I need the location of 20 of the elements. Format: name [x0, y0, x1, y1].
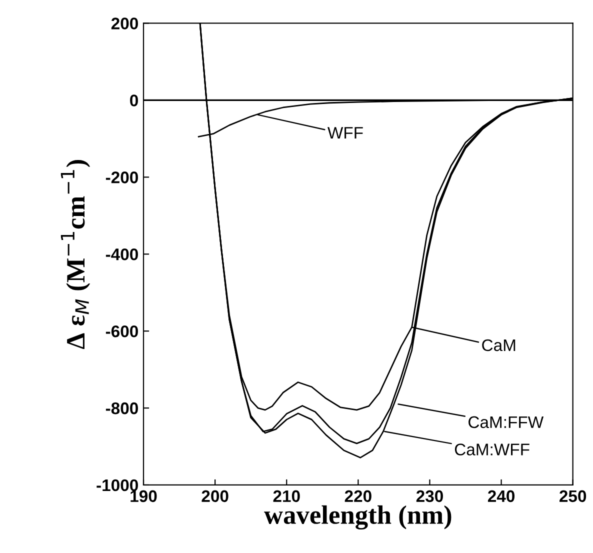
y-tick-label: -800	[106, 402, 138, 414]
x-tick-label: 210	[273, 490, 300, 502]
x-tick-label: 240	[488, 490, 515, 502]
annotation: CaM	[482, 339, 516, 352]
x-tick-label: 250	[560, 490, 586, 502]
x-axis-title: wavelength (nm)	[264, 505, 452, 530]
annotation: CaM:FFW	[468, 416, 544, 428]
x-tick-label: 190	[130, 490, 157, 502]
x-tick-label: 230	[416, 490, 443, 502]
x-tick-label: 220	[344, 490, 372, 502]
y-tick-label: -200	[106, 172, 138, 184]
y-axis-title: Δ ε$_{M}$ (M$^{−1}$cm$^{−1}$)	[60, 160, 90, 350]
y-tick-label: 0	[130, 94, 138, 106]
y-tick-label: -1000	[96, 479, 138, 492]
x-tick-label: 200	[202, 490, 228, 502]
y-tick-label: -400	[106, 248, 138, 260]
y-tick-label: 200	[111, 18, 138, 30]
y-tick-label: -600	[106, 325, 138, 338]
annotation: CaM:WFF	[454, 444, 530, 456]
annotation: WFF	[328, 127, 363, 139]
